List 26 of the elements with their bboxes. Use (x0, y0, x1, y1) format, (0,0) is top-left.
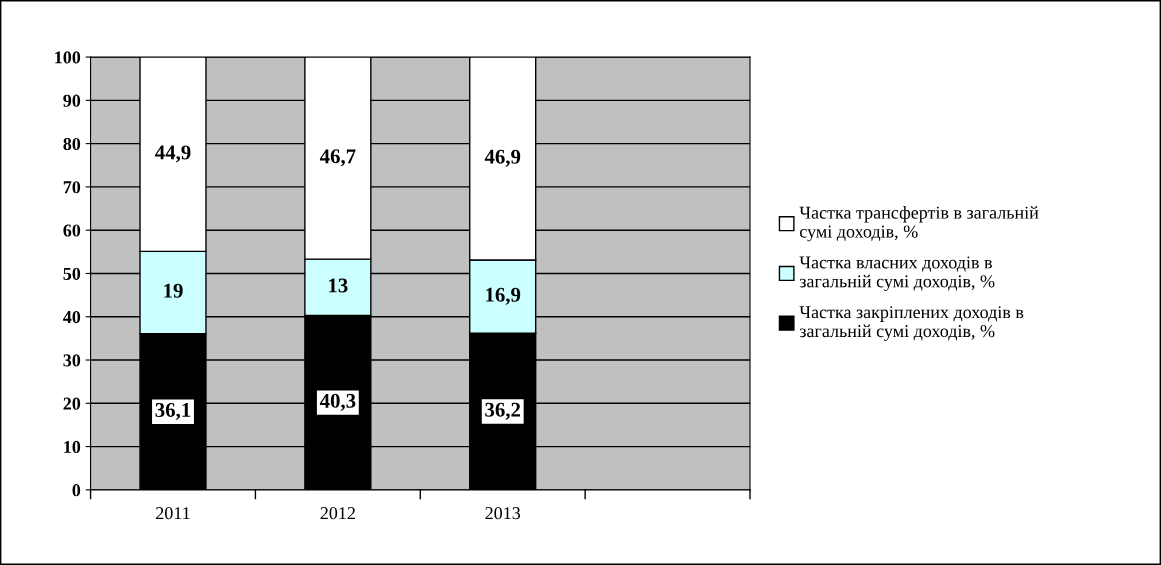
data-label: 19 (164, 283, 183, 298)
y-tick-label: 100 (55, 51, 81, 64)
y-tick-label: 30 (63, 354, 81, 367)
y-tick-label: 0 (72, 484, 81, 497)
legend-label: Частка трансфертів в загальній сумі доходів, % (799, 206, 1039, 242)
data-label: 13 (329, 278, 348, 293)
legend-label: Частка власних доходів в загальній сумі доходів, % (799, 256, 995, 292)
y-tick-label: 90 (63, 94, 81, 107)
data-label: 44,9 (155, 145, 191, 163)
x-tick-label: 2013 (485, 507, 521, 520)
data-label: 16,9 (486, 287, 521, 305)
y-tick-label: 50 (63, 267, 81, 280)
data-label: 46,7 (319, 149, 356, 167)
y-tick-label: 20 (63, 397, 81, 410)
y-tick-label: 10 (64, 440, 81, 454)
x-tick-label: 2012 (320, 507, 355, 520)
data-label: 36,2 (485, 402, 521, 420)
y-tick-label: 80 (63, 137, 81, 151)
data-label: 46,9 (484, 149, 521, 167)
y-tick-label: 60 (63, 224, 81, 237)
y-tick-label: 70 (63, 181, 81, 194)
legend-label: Частка закріплених доходів в загальній сумі доходів, % (799, 306, 1024, 341)
data-label: 36,1 (155, 402, 191, 420)
y-tick-label: 40 (63, 311, 81, 324)
data-label: 40,3 (319, 393, 356, 411)
x-tick-label: 2011 (156, 507, 190, 520)
